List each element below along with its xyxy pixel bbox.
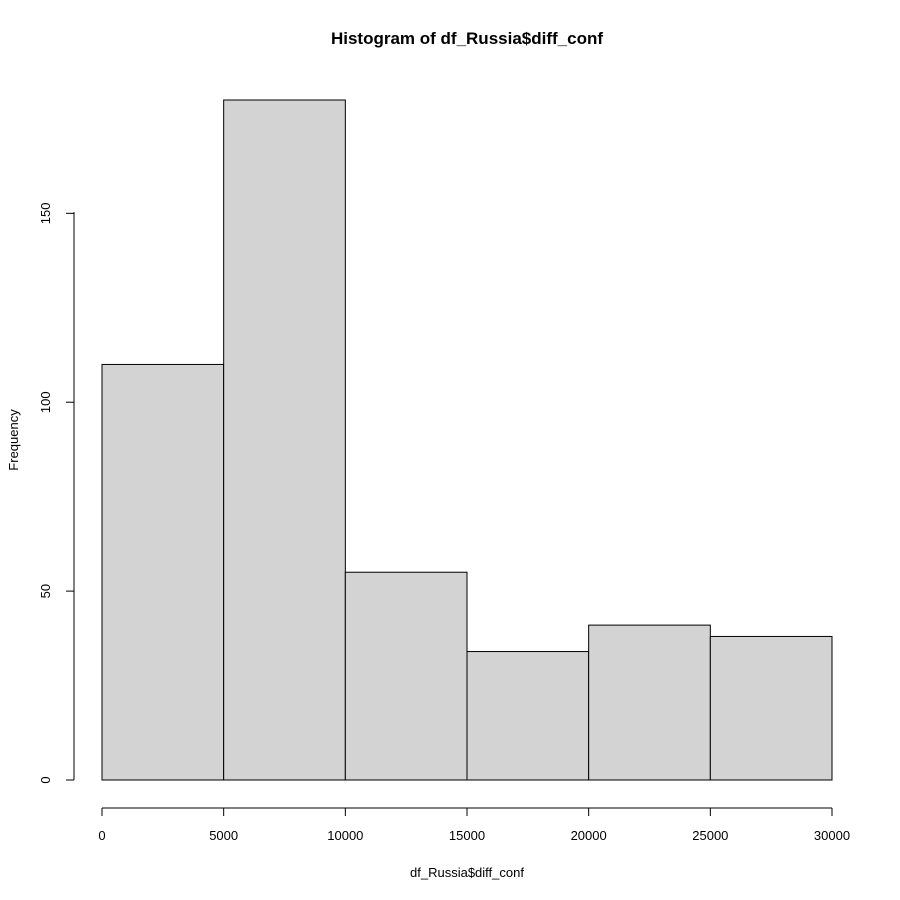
x-axis-label: df_Russia$diff_conf bbox=[410, 865, 524, 880]
x-tick-label: 5000 bbox=[209, 828, 238, 843]
x-tick-label: 20000 bbox=[571, 828, 607, 843]
y-axis-label: Frequency bbox=[6, 409, 21, 471]
x-tick-label: 15000 bbox=[449, 828, 485, 843]
x-tick-label: 10000 bbox=[327, 828, 363, 843]
histogram-bar bbox=[223, 99, 346, 781]
x-tick-label: 0 bbox=[98, 828, 105, 843]
bars-group bbox=[101, 99, 833, 781]
chart-title: Histogram of df_Russia$diff_conf bbox=[331, 29, 603, 48]
y-axis-ticks: 0 50 100 150 bbox=[38, 202, 74, 784]
y-tick-label: 150 bbox=[38, 202, 53, 224]
y-tick-label: 100 bbox=[38, 391, 53, 413]
x-axis-ticks: 0 5000 10000 15000 20000 25000 30000 bbox=[98, 808, 850, 843]
histogram-bar bbox=[101, 363, 225, 781]
y-tick-label: 0 bbox=[38, 776, 53, 783]
histogram-bar bbox=[588, 624, 711, 781]
histogram-bar bbox=[466, 651, 590, 781]
x-tick-label: 30000 bbox=[814, 828, 850, 843]
histogram-bar bbox=[709, 635, 833, 781]
y-tick-label: 50 bbox=[38, 584, 53, 598]
histogram-bar bbox=[344, 571, 468, 781]
x-tick-label: 25000 bbox=[692, 828, 728, 843]
